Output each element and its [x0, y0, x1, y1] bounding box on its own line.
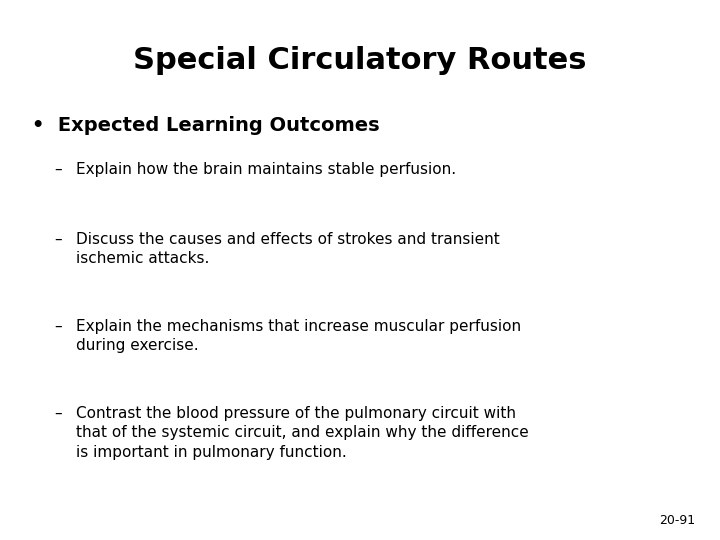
- Text: 20-91: 20-91: [659, 514, 695, 526]
- Text: –: –: [54, 232, 62, 247]
- Text: –: –: [54, 162, 62, 177]
- Text: –: –: [54, 406, 62, 421]
- Text: Special Circulatory Routes: Special Circulatory Routes: [133, 46, 587, 75]
- Text: –: –: [54, 319, 62, 334]
- Text: Explain the mechanisms that increase muscular perfusion
during exercise.: Explain the mechanisms that increase mus…: [76, 319, 521, 354]
- Text: Discuss the causes and effects of strokes and transient
ischemic attacks.: Discuss the causes and effects of stroke…: [76, 232, 500, 266]
- Text: •  Expected Learning Outcomes: • Expected Learning Outcomes: [32, 116, 380, 135]
- Text: Explain how the brain maintains stable perfusion.: Explain how the brain maintains stable p…: [76, 162, 456, 177]
- Text: Contrast the blood pressure of the pulmonary circuit with
that of the systemic c: Contrast the blood pressure of the pulmo…: [76, 406, 528, 460]
